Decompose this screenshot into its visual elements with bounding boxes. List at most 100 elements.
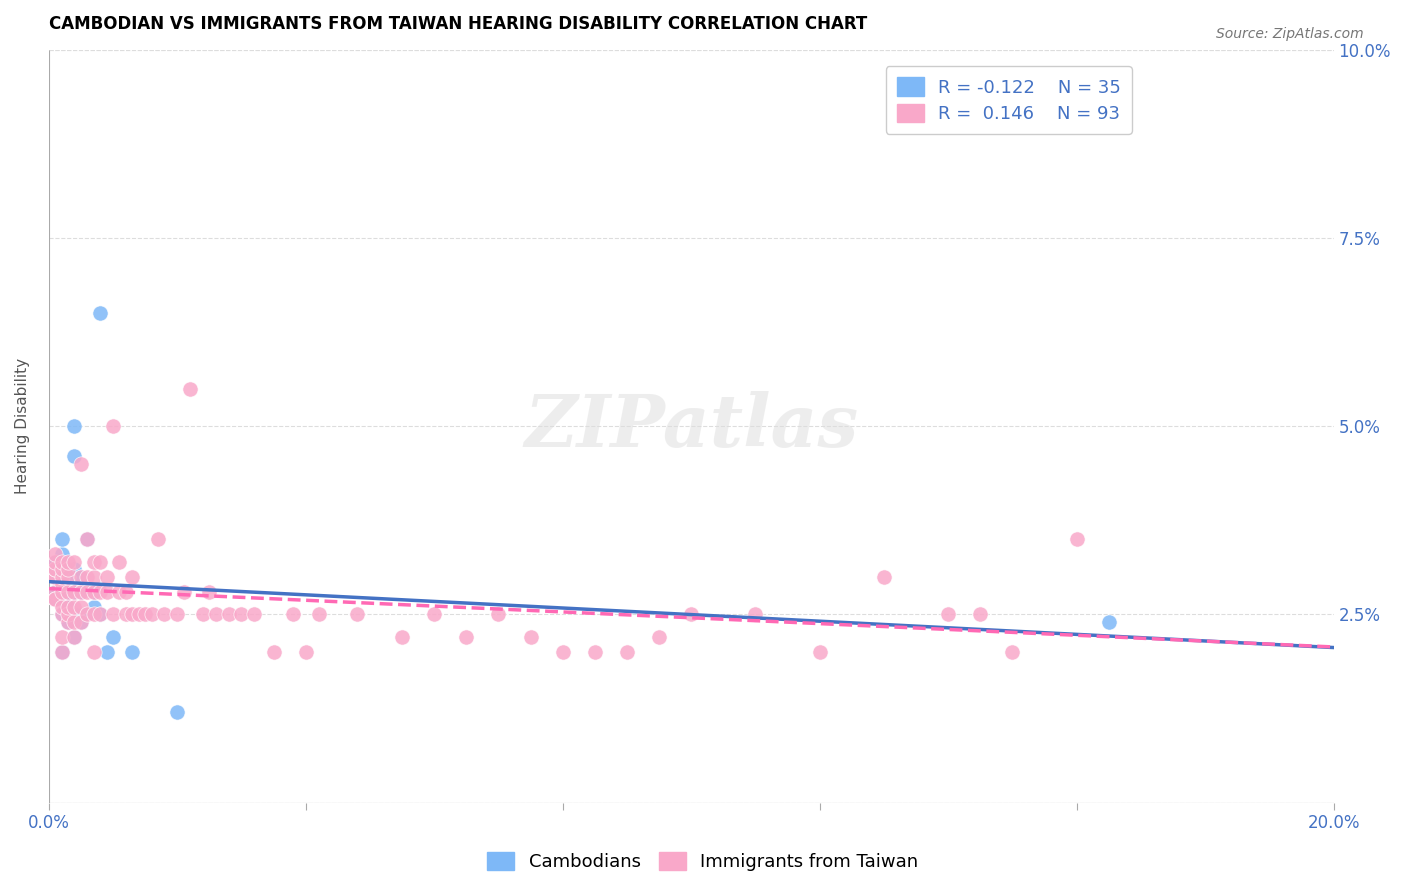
- Point: [89, 607, 111, 622]
- Text: ZIPatlas: ZIPatlas: [524, 391, 858, 462]
- Point: [83, 645, 105, 659]
- Point: [89, 584, 111, 599]
- Point: [70, 570, 93, 584]
- Point: [56, 584, 79, 599]
- Point: [51, 630, 73, 644]
- Point: [70, 615, 93, 629]
- Point: [56, 599, 79, 614]
- Point: [56, 599, 79, 614]
- Point: [56, 562, 79, 576]
- Point: [76, 532, 98, 546]
- Point: [51, 599, 73, 614]
- Point: [198, 584, 221, 599]
- Point: [76, 584, 98, 599]
- Point: [44, 584, 66, 599]
- Point: [44, 562, 66, 576]
- Legend: R = -0.122    N = 35, R =  0.146    N = 93: R = -0.122 N = 35, R = 0.146 N = 93: [886, 66, 1132, 134]
- Point: [63, 450, 86, 464]
- Point: [63, 630, 86, 644]
- Point: [89, 607, 111, 622]
- Point: [83, 570, 105, 584]
- Point: [191, 607, 214, 622]
- Point: [1001, 645, 1024, 659]
- Point: [76, 607, 98, 622]
- Point: [115, 607, 138, 622]
- Point: [108, 584, 131, 599]
- Point: [263, 645, 285, 659]
- Point: [63, 607, 86, 622]
- Point: [179, 382, 201, 396]
- Point: [70, 584, 93, 599]
- Point: [44, 562, 66, 576]
- Point: [83, 555, 105, 569]
- Point: [488, 607, 510, 622]
- Point: [44, 555, 66, 569]
- Point: [108, 555, 131, 569]
- Point: [141, 607, 163, 622]
- Point: [391, 630, 413, 644]
- Point: [96, 584, 118, 599]
- Point: [63, 562, 86, 576]
- Point: [51, 570, 73, 584]
- Point: [153, 607, 176, 622]
- Point: [89, 306, 111, 320]
- Y-axis label: Hearing Disability: Hearing Disability: [15, 359, 30, 494]
- Point: [873, 570, 896, 584]
- Point: [83, 584, 105, 599]
- Point: [63, 555, 86, 569]
- Point: [56, 615, 79, 629]
- Point: [56, 570, 79, 584]
- Point: [166, 706, 188, 720]
- Point: [1098, 615, 1121, 629]
- Point: [51, 645, 73, 659]
- Point: [51, 562, 73, 576]
- Point: [166, 607, 188, 622]
- Text: CAMBODIAN VS IMMIGRANTS FROM TAIWAN HEARING DISABILITY CORRELATION CHART: CAMBODIAN VS IMMIGRANTS FROM TAIWAN HEAR…: [49, 15, 868, 33]
- Point: [744, 607, 766, 622]
- Point: [115, 584, 138, 599]
- Point: [128, 607, 150, 622]
- Point: [56, 615, 79, 629]
- Point: [146, 532, 169, 546]
- Point: [56, 570, 79, 584]
- Legend: Cambodians, Immigrants from Taiwan: Cambodians, Immigrants from Taiwan: [481, 845, 925, 879]
- Point: [519, 630, 541, 644]
- Point: [1066, 532, 1088, 546]
- Point: [101, 419, 124, 434]
- Point: [121, 607, 143, 622]
- Point: [44, 547, 66, 561]
- Point: [56, 584, 79, 599]
- Point: [936, 607, 959, 622]
- Point: [681, 607, 703, 622]
- Point: [101, 630, 124, 644]
- Point: [83, 599, 105, 614]
- Point: [616, 645, 638, 659]
- Point: [83, 607, 105, 622]
- Point: [231, 607, 253, 622]
- Point: [346, 607, 368, 622]
- Point: [44, 570, 66, 584]
- Point: [121, 645, 143, 659]
- Point: [51, 555, 73, 569]
- Point: [63, 584, 86, 599]
- Point: [83, 584, 105, 599]
- Point: [583, 645, 606, 659]
- Point: [63, 419, 86, 434]
- Point: [89, 555, 111, 569]
- Point: [96, 570, 118, 584]
- Point: [173, 584, 195, 599]
- Point: [63, 630, 86, 644]
- Point: [294, 645, 316, 659]
- Point: [44, 592, 66, 607]
- Point: [204, 607, 226, 622]
- Point: [44, 555, 66, 569]
- Point: [423, 607, 446, 622]
- Point: [63, 584, 86, 599]
- Point: [218, 607, 240, 622]
- Point: [51, 607, 73, 622]
- Point: [648, 630, 671, 644]
- Point: [96, 645, 118, 659]
- Point: [44, 584, 66, 599]
- Point: [70, 457, 93, 471]
- Point: [456, 630, 478, 644]
